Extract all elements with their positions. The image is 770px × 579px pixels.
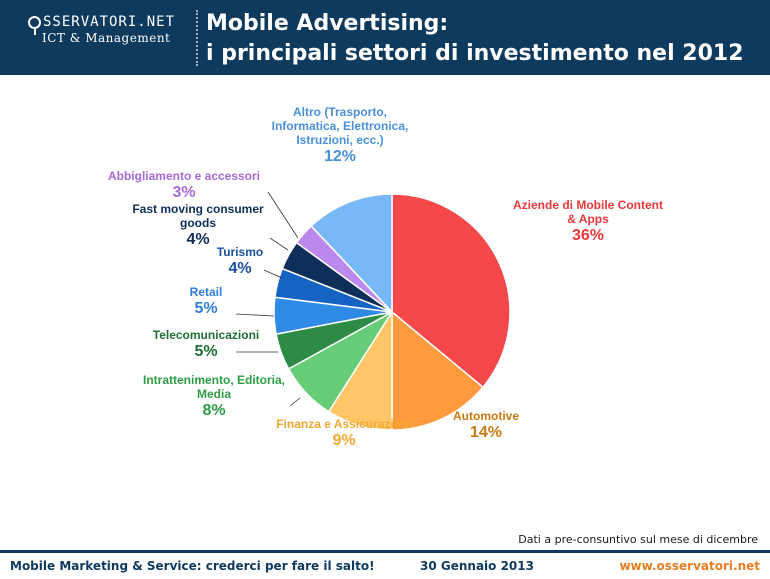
leader-line-7 [263, 269, 283, 279]
pie-slice-10 [310, 193, 393, 314]
title-line-1: Mobile Advertising: [206, 11, 449, 36]
header-bar: SSERVATORI.NET ICT & Management Mobile A… [0, 0, 770, 75]
slice-label-3: Finanza e Assicurazioni 9% [259, 417, 429, 451]
slice-label-1: Aziende di Mobile Content & Apps 36% [498, 198, 678, 246]
slice-label-text-6-1: Retail [189, 285, 223, 299]
slice-label-text-10-2: Informatica, Elettronica, [271, 119, 409, 133]
slice-label-2: Automotive 14% [431, 409, 541, 443]
slice-label-text-4-1: Intrattenimento, Editoria, [142, 373, 285, 387]
slice-value-7: 4% [228, 260, 252, 277]
leader-line-8 [269, 237, 289, 251]
logo-brand-text: SSERVATORI.NET [43, 14, 176, 30]
title-line-2: i principali settori di investimento nel… [206, 41, 744, 66]
footer-website-link[interactable]: www.osservatori.net [619, 559, 760, 573]
slice-value-3: 9% [332, 432, 356, 449]
slice-value-9: 3% [172, 184, 196, 201]
slice-label-text-7-1: Turismo [216, 245, 264, 259]
slice-value-8: 4% [186, 231, 210, 248]
slice-label-4: Intrattenimento, Editoria, Media 8% [129, 373, 299, 421]
slice-value-5: 5% [194, 343, 218, 360]
slice-label-text-8-1: Fast moving consumer [132, 202, 264, 216]
footer-event-title: Mobile Marketing & Service: crederci per… [10, 559, 375, 573]
logo-ring-icon [28, 15, 41, 35]
slice-label-text-2-1: Automotive [453, 409, 519, 423]
slice-label-5: Telecomunicazioni 5% [136, 328, 276, 362]
leader-line-6 [235, 313, 275, 317]
data-note: Dati a pre-consuntivo sul mese di dicemb… [518, 533, 758, 546]
footer-date: 30 Gennaio 2013 [420, 559, 534, 573]
slice-label-8: Fast moving consumer goods 4% [118, 202, 278, 250]
leader-line-9 [267, 191, 299, 239]
slice-label-9: Abbigliamento e accessori 3% [89, 169, 279, 203]
slice-label-text-4-2: Media [196, 387, 231, 401]
slice-label-text-1-2: & Apps [567, 212, 609, 226]
slice-label-text-1-1: Aziende di Mobile Content [513, 198, 663, 212]
slice-label-text-3-1: Finanza e Assicurazioni [276, 417, 412, 431]
pie-slice-2 [391, 310, 484, 431]
slice-label-text-10-1: Altro (Trasporto, [292, 105, 387, 119]
slice-label-6: Retail 5% [166, 285, 246, 319]
slice-value-10: 12% [323, 148, 357, 165]
slice-label-text-10-3: Istruzioni, ecc.) [296, 133, 384, 147]
pie-slice-1 [391, 193, 511, 389]
slice-value-6: 5% [194, 300, 218, 317]
osservatori-logo[interactable]: SSERVATORI.NET ICT & Management [28, 14, 175, 45]
slice-label-10: Altro (Trasporto, Informatica, Elettronic… [255, 105, 425, 167]
leader-line-4 [289, 397, 301, 407]
slice-label-7: Turismo 4% [205, 245, 275, 279]
slice-value-2: 14% [469, 424, 503, 441]
header-separator [196, 10, 198, 66]
footer-bar: Mobile Marketing & Service: crederci per… [0, 550, 770, 579]
slice-label-text-5-1: Telecomunicazioni [152, 328, 260, 342]
slice-label-text-8-2: goods [180, 216, 216, 230]
slice-value-4: 8% [202, 402, 226, 419]
slice-value-1: 36% [571, 227, 605, 244]
page-title: Mobile Advertising: i principali settori… [206, 9, 744, 69]
logo-subtitle: ICT & Management [42, 31, 171, 45]
slice-label-text-9-1: Abbigliamento e accessori [107, 169, 261, 183]
